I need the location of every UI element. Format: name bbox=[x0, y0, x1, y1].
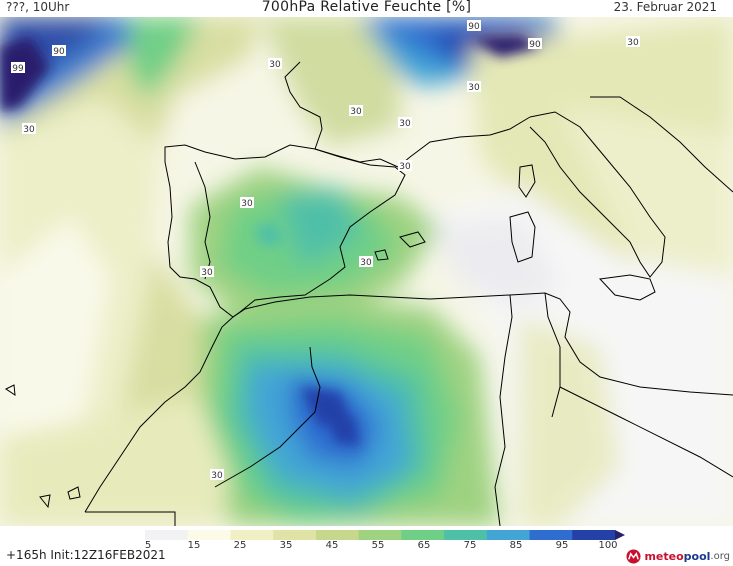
contour-label: 30 bbox=[467, 81, 481, 93]
legend-tick: 15 bbox=[187, 540, 201, 551]
legend-tick: 100 bbox=[598, 540, 618, 551]
humidity-field bbox=[0, 17, 733, 526]
logo-text-meteo: meteo bbox=[644, 549, 684, 563]
svg-text:90: 90 bbox=[468, 22, 480, 32]
humidity-map: 90 90 90 99 30 30 30 30 30 30 30 30 30 3… bbox=[0, 17, 733, 526]
meteopool-logo[interactable]: meteo pool .org bbox=[626, 547, 730, 565]
svg-text:90: 90 bbox=[529, 40, 541, 50]
svg-text:30: 30 bbox=[468, 83, 480, 93]
legend-swatch bbox=[358, 530, 402, 540]
contour-label: 90 bbox=[528, 38, 542, 50]
svg-text:30: 30 bbox=[23, 125, 35, 135]
contour-label: 90 bbox=[467, 20, 481, 32]
contour-label: 90 bbox=[52, 45, 66, 57]
legend-tick: 95 bbox=[555, 540, 569, 551]
chart-title: 700hPa Relative Feuchte [%] bbox=[261, 0, 472, 15]
legend-tick: 25 bbox=[233, 540, 247, 551]
svg-text:30: 30 bbox=[627, 38, 639, 48]
legend-swatch bbox=[273, 530, 317, 540]
contour-label: 30 bbox=[268, 58, 282, 70]
svg-text:30: 30 bbox=[350, 107, 362, 117]
contour-label: 30 bbox=[240, 197, 254, 209]
legend-overflow-arrow bbox=[615, 530, 625, 540]
legend-swatch bbox=[230, 530, 274, 540]
legend-tick: 35 bbox=[279, 540, 293, 551]
humidity-detail bbox=[0, 35, 540, 447]
contour-label: 99 bbox=[11, 62, 25, 74]
coastlines bbox=[5, 61, 733, 526]
contour-label: 30 bbox=[200, 266, 214, 278]
forecast-date: 23. Februar 2021 bbox=[613, 0, 717, 14]
svg-text:30: 30 bbox=[360, 258, 372, 268]
legend-swatch bbox=[315, 530, 360, 540]
legend-tick: 45 bbox=[325, 540, 339, 551]
legend-tick: 75 bbox=[463, 540, 477, 551]
svg-text:99: 99 bbox=[12, 64, 24, 74]
svg-text:30: 30 bbox=[399, 119, 411, 129]
logo-text-pool: pool bbox=[683, 549, 711, 563]
contour-label: 30 bbox=[398, 117, 412, 129]
contour-label: 30 bbox=[359, 256, 373, 268]
contour-label: 30 bbox=[626, 36, 640, 48]
valid-time-label: ???, 10Uhr bbox=[6, 0, 70, 14]
legend-tick: 55 bbox=[371, 540, 385, 551]
contour-label: 30 bbox=[398, 160, 412, 172]
legend-tick: 65 bbox=[417, 540, 431, 551]
legend-swatch bbox=[187, 530, 231, 540]
svg-text:30: 30 bbox=[211, 471, 223, 481]
legend-swatch bbox=[401, 530, 445, 540]
contour-labels: 90 90 90 99 30 30 30 30 30 30 30 30 30 3… bbox=[11, 20, 640, 481]
legend-tick: 85 bbox=[509, 540, 523, 551]
svg-text:30: 30 bbox=[241, 199, 253, 209]
legend-swatch bbox=[572, 530, 616, 540]
logo-icon bbox=[626, 548, 641, 564]
legend-swatch bbox=[486, 530, 531, 540]
contour-label: 30 bbox=[210, 469, 224, 481]
svg-text:30: 30 bbox=[399, 162, 411, 172]
legend-tick: 5 bbox=[144, 540, 152, 551]
map-canvas: 90 90 90 99 30 30 30 30 30 30 30 30 30 3… bbox=[0, 17, 733, 526]
svg-text:30: 30 bbox=[201, 268, 213, 278]
contour-label: 30 bbox=[349, 105, 363, 117]
legend-colorbar bbox=[145, 530, 625, 540]
logo-text-org: .org bbox=[710, 550, 730, 562]
init-time-label: +165h Init:12Z16FEB2021 bbox=[6, 548, 166, 562]
svg-text:30: 30 bbox=[269, 60, 281, 70]
legend-ticks: 5 15 25 35 45 55 65 75 85 95 100 bbox=[0, 540, 733, 554]
svg-text:90: 90 bbox=[53, 47, 65, 57]
legend-swatch bbox=[145, 530, 189, 540]
legend-swatch bbox=[529, 530, 573, 540]
contour-label: 30 bbox=[22, 123, 36, 135]
header-bar: ???, 10Uhr 700hPa Relative Feuchte [%] 2… bbox=[0, 0, 733, 17]
legend-swatch bbox=[444, 530, 488, 540]
